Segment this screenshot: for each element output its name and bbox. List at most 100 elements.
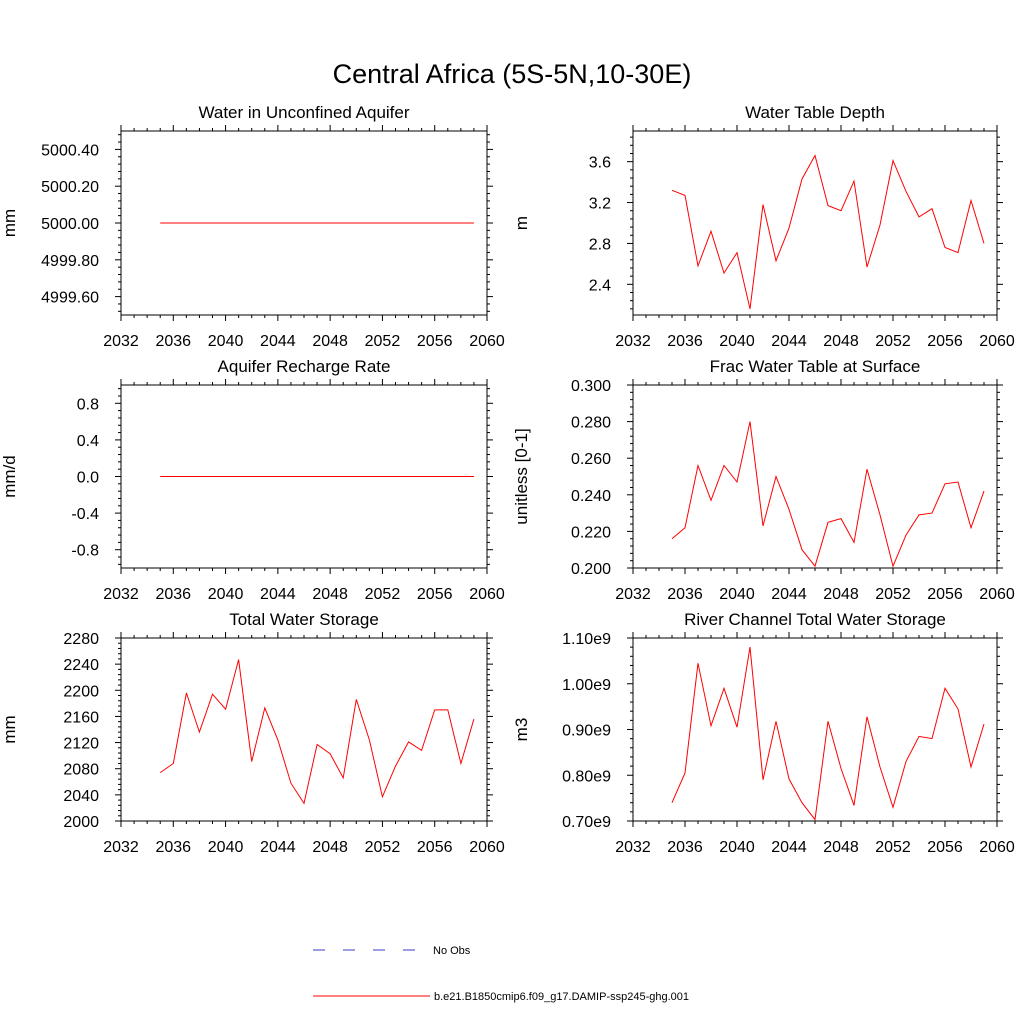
y-tick-label: 4999.60 — [41, 290, 99, 307]
x-tick-label: 2040 — [719, 333, 755, 350]
y-tick-label: 1.10e9 — [562, 631, 611, 648]
data-point — [723, 272, 726, 275]
data-point — [671, 801, 674, 804]
y-axis-label: m — [512, 216, 531, 230]
data-point — [211, 222, 214, 225]
x-tick-label: 2044 — [771, 333, 807, 350]
y-tick-label: -0.4 — [71, 506, 99, 523]
panel-title: Aquifer Recharge Rate — [218, 357, 391, 376]
data-point — [827, 204, 830, 207]
data-point — [840, 209, 843, 212]
x-tick-label: 2044 — [771, 586, 807, 603]
x-tick-label: 2056 — [417, 586, 453, 603]
data-point — [827, 521, 830, 524]
data-point — [211, 475, 214, 478]
y-axis-label: mm/d — [0, 455, 19, 498]
data-point — [801, 548, 804, 551]
data-point — [276, 222, 279, 225]
data-point — [957, 480, 960, 483]
data-point — [368, 222, 371, 225]
data-point — [159, 222, 162, 225]
data-point — [211, 693, 214, 696]
data-point — [316, 743, 319, 746]
data-point — [905, 534, 908, 537]
data-point — [159, 475, 162, 478]
data-point — [472, 718, 475, 721]
data-point — [250, 760, 253, 763]
data-point — [381, 222, 384, 225]
x-tick-label: 2036 — [155, 839, 191, 856]
y-tick-label: 5000.20 — [41, 179, 99, 196]
x-tick-label: 2032 — [615, 586, 651, 603]
x-tick-label: 2036 — [155, 586, 191, 603]
data-point — [289, 782, 292, 785]
x-tick-label: 2056 — [417, 839, 453, 856]
data-point — [420, 749, 423, 752]
data-point — [762, 524, 765, 527]
x-tick-label: 2036 — [667, 333, 703, 350]
y-tick-label: 0.220 — [571, 524, 611, 541]
data-point — [394, 765, 397, 768]
data-point — [970, 199, 973, 202]
x-tick-label: 2044 — [260, 586, 296, 603]
panel-river-channel-storage: River Channel Total Water Storage m3 2032 2… — [512, 610, 1015, 856]
x-tick-label: 2060 — [469, 586, 505, 603]
x-tick-label: 2052 — [875, 839, 911, 856]
panel-title: Frac Water Table at Surface — [710, 357, 921, 376]
data-point — [407, 475, 410, 478]
x-tick-label: 2048 — [823, 839, 859, 856]
x-tick-label: 2056 — [927, 839, 963, 856]
data-point — [957, 251, 960, 254]
y-tick-label: 0.80e9 — [562, 768, 611, 785]
x-tick-label: 2048 — [312, 839, 348, 856]
data-point — [276, 738, 279, 741]
x-tick-label: 2032 — [103, 839, 139, 856]
x-tick-label: 2044 — [771, 839, 807, 856]
data-point — [983, 490, 986, 493]
data-point — [944, 482, 947, 485]
y-tick-label: 2120 — [63, 736, 99, 753]
data-point — [172, 222, 175, 225]
data-point — [237, 475, 240, 478]
plot-frame — [632, 384, 998, 569]
y-tick-label: 0.70e9 — [562, 814, 611, 831]
x-tick-label: 2048 — [312, 333, 348, 350]
x-tick-label: 2044 — [260, 839, 296, 856]
data-point — [303, 475, 306, 478]
data-point — [185, 691, 188, 694]
data-point — [710, 499, 713, 502]
data-point — [762, 778, 765, 781]
y-tick-label: 0.280 — [571, 415, 611, 432]
data-point — [710, 724, 713, 727]
data-point — [355, 475, 358, 478]
data-point — [957, 707, 960, 710]
data-point — [198, 475, 201, 478]
data-point — [905, 190, 908, 193]
data-point — [879, 224, 882, 227]
y-tick-label: 2000 — [63, 814, 99, 831]
y-tick-label: 2.8 — [589, 236, 611, 253]
data-point — [723, 687, 726, 690]
data-point — [892, 565, 895, 568]
data-point — [237, 658, 240, 661]
data-point — [459, 222, 462, 225]
data-point — [749, 420, 752, 423]
x-tick-label: 2036 — [155, 333, 191, 350]
data-point — [368, 738, 371, 741]
data-point — [671, 537, 674, 540]
data-point — [433, 222, 436, 225]
y-tick-label: 3.6 — [589, 155, 611, 172]
data-point — [172, 762, 175, 765]
y-tick-label: 3.2 — [589, 196, 611, 213]
data-point — [459, 475, 462, 478]
data-point — [472, 222, 475, 225]
data-point — [931, 207, 934, 210]
x-tick-label: 2052 — [365, 333, 401, 350]
y-tick-label: 2240 — [63, 657, 99, 674]
data-point — [224, 222, 227, 225]
data-point — [433, 708, 436, 711]
data-point — [749, 646, 752, 649]
data-point — [736, 726, 739, 729]
y-axis-label: m3 — [512, 718, 531, 742]
data-point — [355, 698, 358, 701]
